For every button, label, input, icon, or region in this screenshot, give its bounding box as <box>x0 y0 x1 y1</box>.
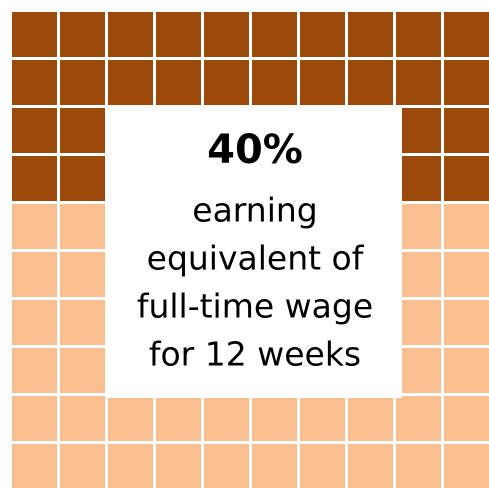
waffle-cell <box>60 156 105 201</box>
waffle-cell-rest <box>252 396 297 441</box>
waffle-cell-rest <box>12 444 57 488</box>
waffle-cell-rest <box>252 444 297 488</box>
waffle-cell <box>204 60 249 105</box>
waffle-cell <box>396 156 441 201</box>
waffle-cell <box>444 60 489 105</box>
waffle-cell <box>348 12 393 57</box>
waffle-cell <box>444 156 489 201</box>
waffle-cell-rest <box>444 348 489 393</box>
description-line: equivalent of <box>147 239 365 278</box>
waffle-cell-rest <box>12 396 57 441</box>
waffle-cell-rest <box>396 444 441 488</box>
waffle-cell <box>300 12 345 57</box>
waffle-cell <box>396 60 441 105</box>
waffle-cell <box>204 12 249 57</box>
waffle-cell <box>252 12 297 57</box>
waffle-cell-rest <box>396 396 441 441</box>
waffle-cell-rest <box>348 444 393 488</box>
waffle-cell <box>108 60 153 105</box>
waffle-cell-rest <box>60 444 105 488</box>
waffle-cell-rest <box>12 204 57 249</box>
waffle-cell-rest <box>156 444 201 488</box>
waffle-cell-rest <box>396 348 441 393</box>
description-line: for 12 weeks <box>149 335 361 374</box>
waffle-cell <box>396 108 441 153</box>
waffle-cell-rest <box>12 252 57 297</box>
waffle-cell <box>60 12 105 57</box>
waffle-cell <box>396 12 441 57</box>
waffle-cell-rest <box>396 204 441 249</box>
waffle-cell <box>108 12 153 57</box>
waffle-cell-rest <box>60 300 105 345</box>
waffle-cell-rest <box>156 396 201 441</box>
waffle-cell <box>444 12 489 57</box>
waffle-cell-rest <box>204 444 249 488</box>
waffle-cell-rest <box>444 444 489 488</box>
value-label: 40% <box>207 127 303 173</box>
waffle-cell <box>12 12 57 57</box>
waffle-cell <box>60 60 105 105</box>
waffle-cell-rest <box>444 300 489 345</box>
waffle-cell <box>156 12 201 57</box>
waffle-cell-rest <box>444 396 489 441</box>
label-box <box>108 108 402 398</box>
waffle-cell-rest <box>300 444 345 488</box>
waffle-cell-rest <box>444 204 489 249</box>
waffle-cell-rest <box>204 396 249 441</box>
waffle-cell <box>348 60 393 105</box>
waffle-cell <box>156 60 201 105</box>
waffle-cell-rest <box>396 300 441 345</box>
waffle-cell-rest <box>60 348 105 393</box>
waffle-cell-rest <box>60 204 105 249</box>
waffle-cell-rest <box>60 252 105 297</box>
description-line: full-time wage <box>137 287 373 326</box>
waffle-cell <box>300 60 345 105</box>
waffle-cell-rest <box>300 396 345 441</box>
waffle-cell-rest <box>108 444 153 488</box>
description-line: earning <box>192 191 317 230</box>
waffle-cell <box>252 60 297 105</box>
waffle-cell <box>12 156 57 201</box>
waffle-cell-rest <box>108 396 153 441</box>
waffle-cell <box>12 108 57 153</box>
waffle-cell-rest <box>348 396 393 441</box>
waffle-cell <box>444 108 489 153</box>
waffle-cell-rest <box>396 252 441 297</box>
waffle-cell-rest <box>12 300 57 345</box>
waffle-cell <box>12 60 57 105</box>
waffle-cell-rest <box>12 348 57 393</box>
waffle-cell-rest <box>444 252 489 297</box>
waffle-cell <box>60 108 105 153</box>
waffle-cell-rest <box>60 396 105 441</box>
